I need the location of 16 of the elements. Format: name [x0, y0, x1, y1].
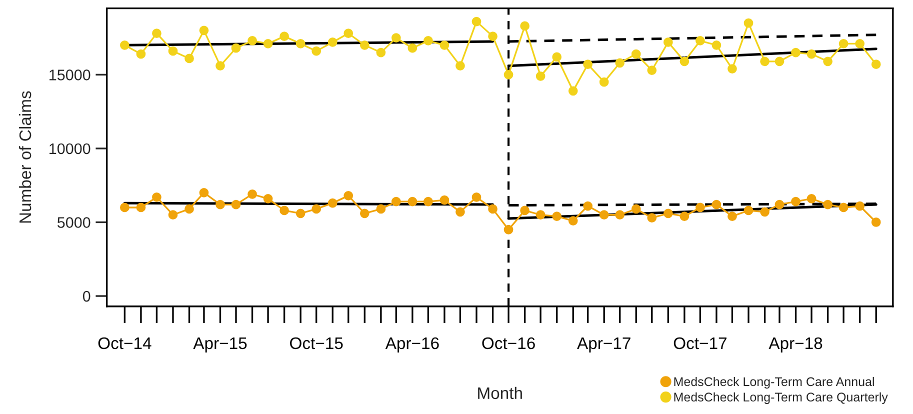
x-tick-label: Oct−17: [674, 337, 726, 350]
y-tick-label: 10000: [50, 143, 90, 154]
x-tick-label: Oct−16: [482, 337, 535, 350]
y-tick-label: 0: [82, 290, 90, 302]
x-tick-label: Apr−16: [385, 337, 439, 352]
x-tick-label: Apr−15: [193, 338, 247, 352]
y-axis-title: Number of Claims: [18, 91, 32, 223]
x-axis-title: Month: [478, 386, 522, 400]
x-tick-label: Apr−17: [577, 338, 630, 352]
x-tick-label: Oct−15: [290, 337, 343, 350]
y-tick-label: 15000: [50, 70, 90, 80]
y-tick-label: 5000: [57, 217, 90, 228]
legend-label: MedsCheck Long-Term Care Annual: [674, 376, 874, 389]
legend-label: MedsCheck Long-Term Care Quarterly: [674, 392, 888, 404]
x-tick-label: Oct−14: [98, 337, 152, 350]
x-tick-label: Apr−18: [768, 337, 822, 352]
